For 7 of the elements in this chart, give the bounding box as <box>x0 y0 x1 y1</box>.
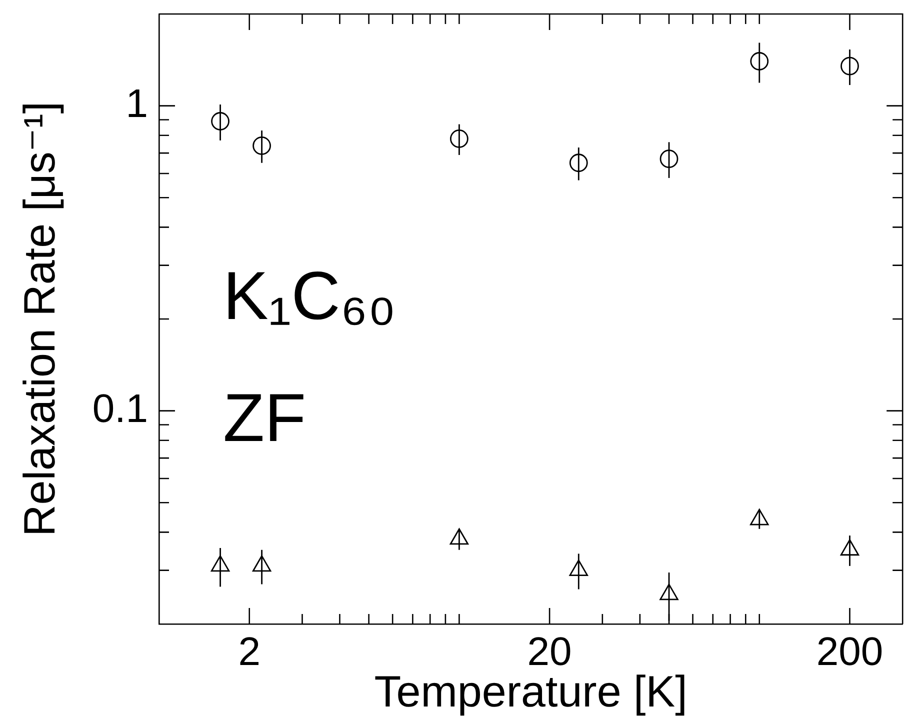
y-axis-title: Relaxation Rate [μs⁻¹] <box>16 102 65 536</box>
annotation: K₁C₆₀ <box>222 258 396 334</box>
x-tick-label: 200 <box>816 630 884 674</box>
x-tick-label: 2 <box>238 630 260 674</box>
y-tick-label: 0.1 <box>92 386 148 431</box>
annotation: ZF <box>222 380 306 456</box>
y-tick-label: 1 <box>126 82 148 126</box>
